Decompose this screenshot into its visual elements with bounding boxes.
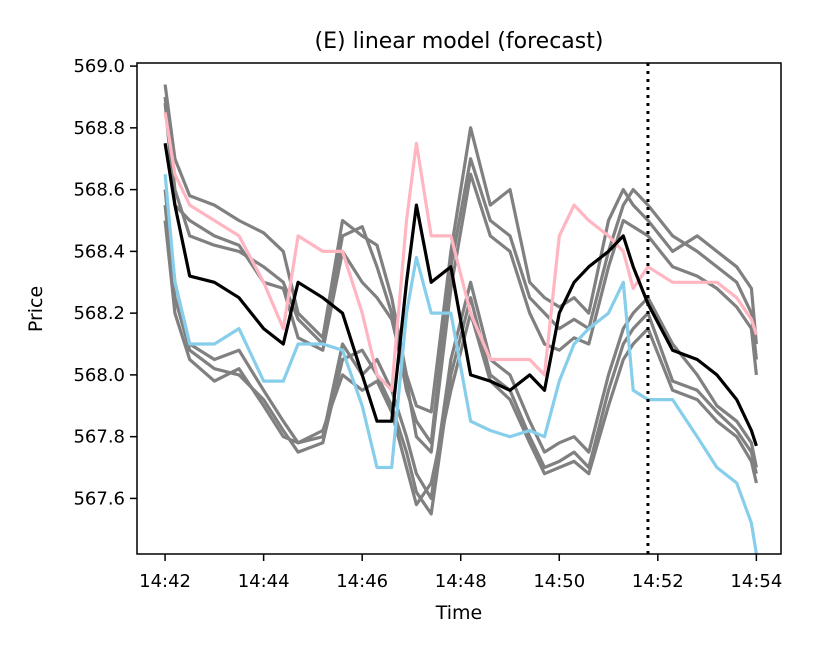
gray-series-line-3 — [163, 102, 758, 454]
x-tick-label-1: 14:44 — [238, 571, 290, 592]
pink-series-line — [163, 112, 758, 392]
x-axis: 14:42 14:44 14:46 14:48 14:50 14:52 14:54 — [139, 554, 782, 592]
black-series-line — [163, 143, 758, 447]
plot-frame — [136, 62, 782, 555]
y-axis: 567.6 567.8 568.0 568.2 568.4 568.6 568.8 569.0 — [73, 56, 137, 509]
y-tick-label-2: 568.0 — [73, 365, 125, 386]
chart-title: (E) linear model (forecast) — [315, 29, 604, 54]
x-tick-label-4: 14:50 — [533, 571, 585, 592]
gray-series-line-4 — [163, 189, 758, 500]
y-tick-label-5: 568.6 — [73, 180, 125, 201]
gray-series-line-1 — [163, 84, 758, 414]
x-tick-label-5: 14:52 — [632, 571, 684, 592]
blue-series-line — [163, 174, 758, 555]
x-tick-label-0: 14:42 — [139, 571, 191, 592]
x-tick-label-6: 14:54 — [730, 571, 782, 592]
y-tick-label-7: 569.0 — [73, 56, 125, 77]
y-axis-label: Price — [25, 286, 47, 332]
y-tick-label-6: 568.8 — [73, 118, 125, 139]
x-tick-label-3: 14:48 — [435, 571, 487, 592]
gray-series-line-5 — [163, 204, 758, 516]
x-axis-label: Time — [435, 602, 483, 624]
main-series-layer — [163, 112, 758, 555]
y-tick-label-0: 567.6 — [73, 488, 125, 509]
gray-series-line-2 — [163, 96, 758, 445]
y-tick-label-1: 567.8 — [73, 427, 125, 448]
x-tick-label-2: 14:46 — [336, 571, 388, 592]
series-layer — [163, 84, 758, 516]
y-tick-label-4: 568.4 — [73, 241, 125, 262]
y-tick-label-3: 568.2 — [73, 303, 125, 324]
